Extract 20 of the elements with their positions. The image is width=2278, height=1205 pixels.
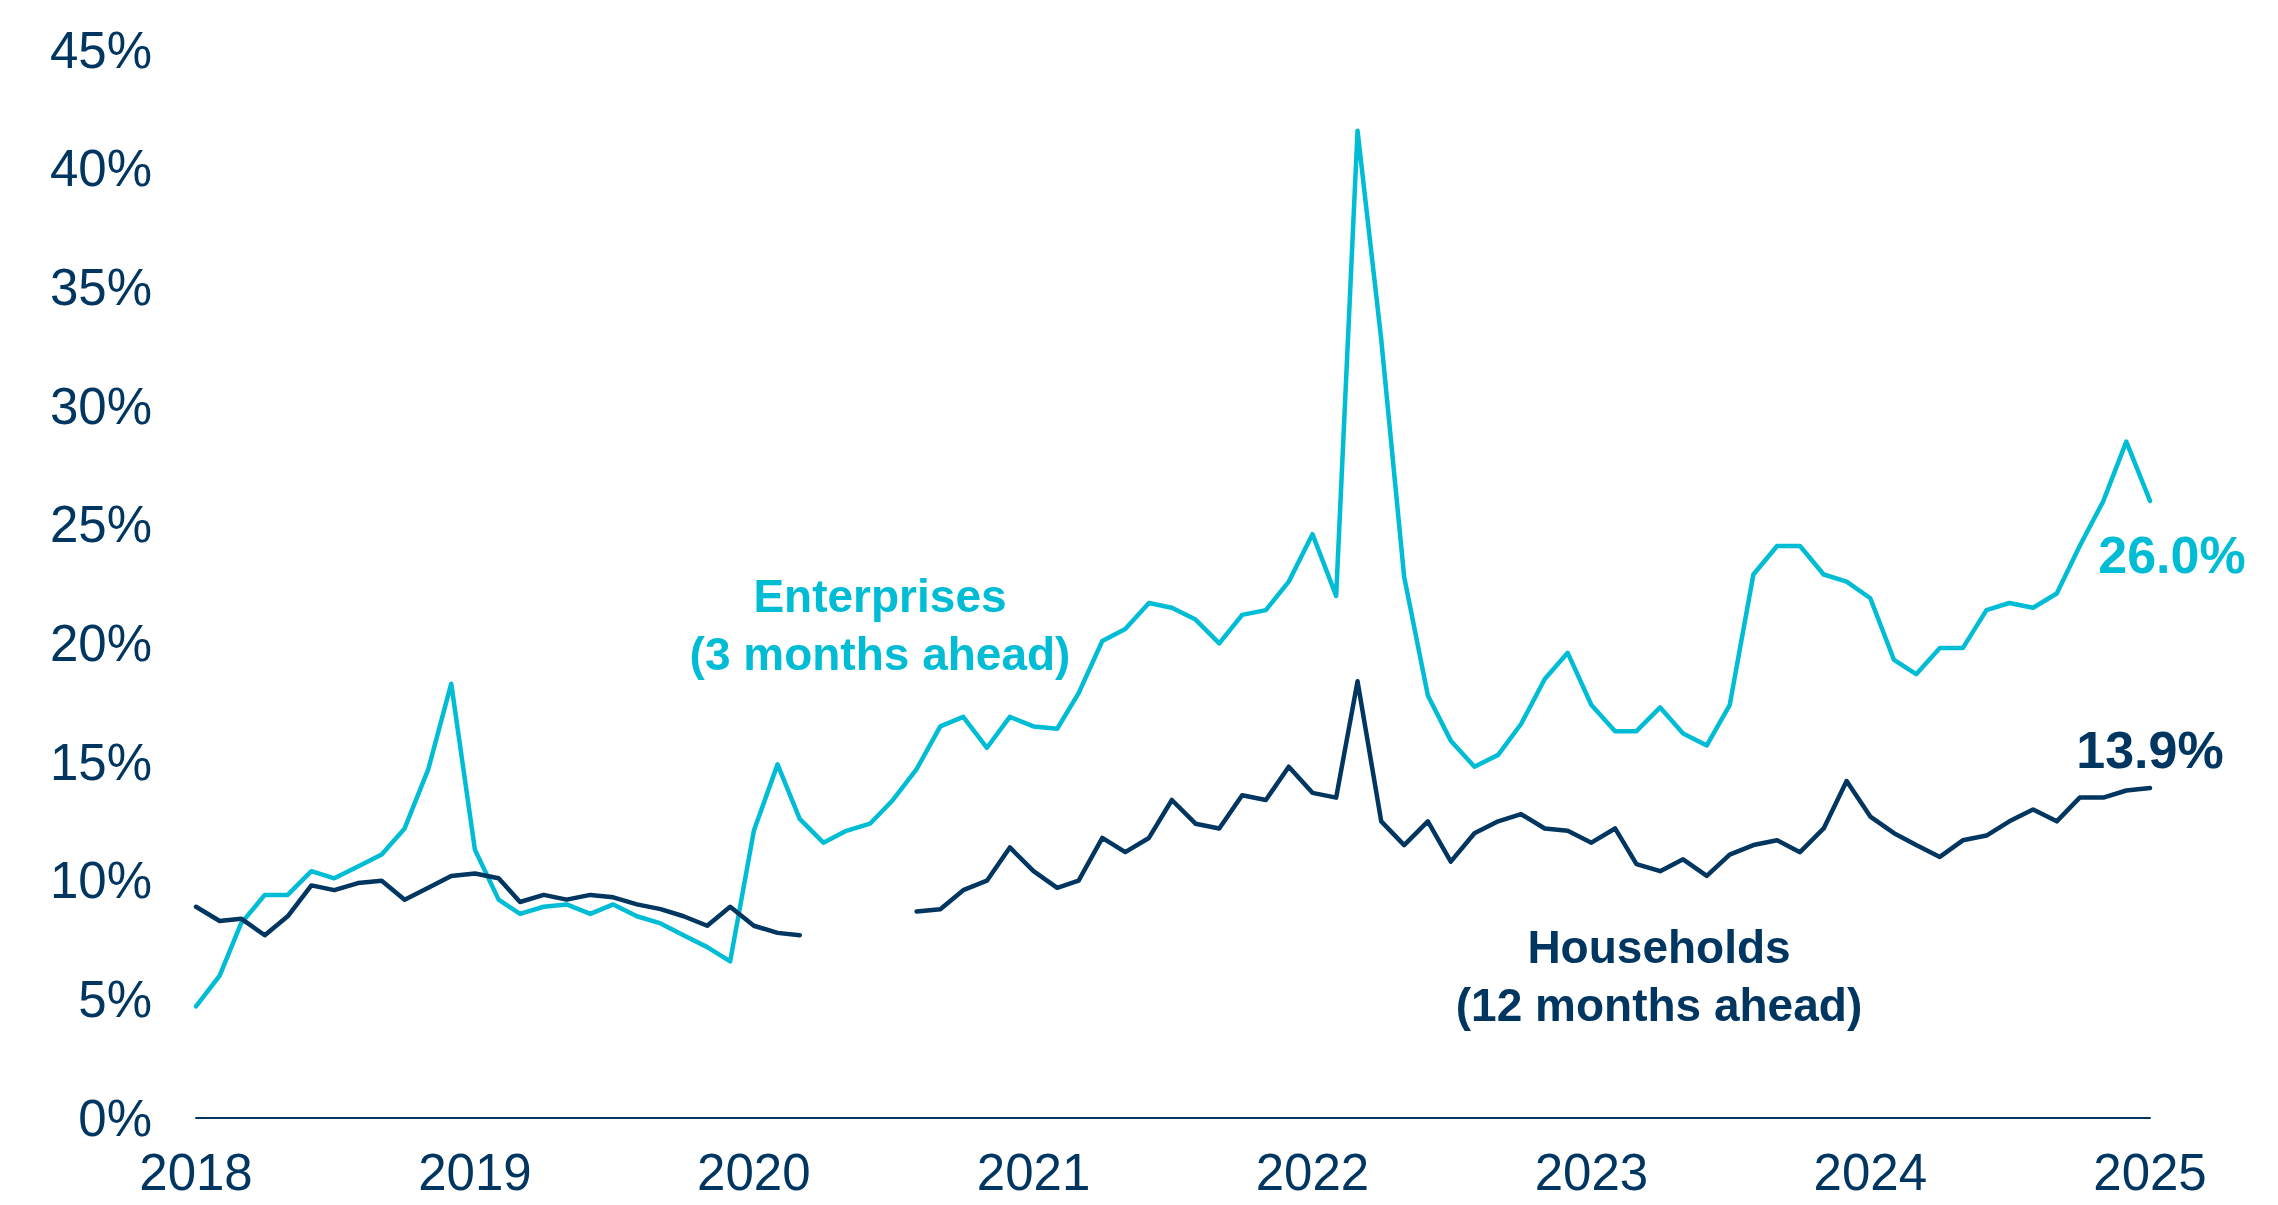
x-tick-label: 2022: [1255, 1143, 1370, 1201]
x-tick-label: 2024: [1813, 1143, 1928, 1201]
series-label: Households (12 months ahead): [1455, 921, 1863, 1031]
y-tick-label: 30%: [49, 377, 152, 435]
y-tick-label: 25%: [49, 496, 152, 554]
y-tick-label: 40%: [49, 140, 152, 198]
data-label: 13.9%: [2076, 721, 2224, 780]
x-tick-label: 2020: [697, 1143, 811, 1201]
x-tick-label: 2019: [418, 1143, 532, 1201]
series-label: Enterprises (3 months ahead): [689, 570, 1071, 680]
y-tick-label: 20%: [49, 614, 152, 672]
y-tick-label: 5%: [78, 970, 152, 1028]
y-tick-label: 35%: [49, 258, 152, 316]
x-tick-label: 2025: [2093, 1143, 2207, 1201]
x-tick-label: 2023: [1534, 1143, 1649, 1201]
y-tick-label: 10%: [49, 852, 152, 910]
y-tick-label: 45%: [49, 21, 152, 79]
y-tick-label: 15%: [49, 733, 152, 791]
x-tick-label: 2021: [976, 1143, 1091, 1201]
data-label: 26.0%: [2098, 525, 2246, 584]
